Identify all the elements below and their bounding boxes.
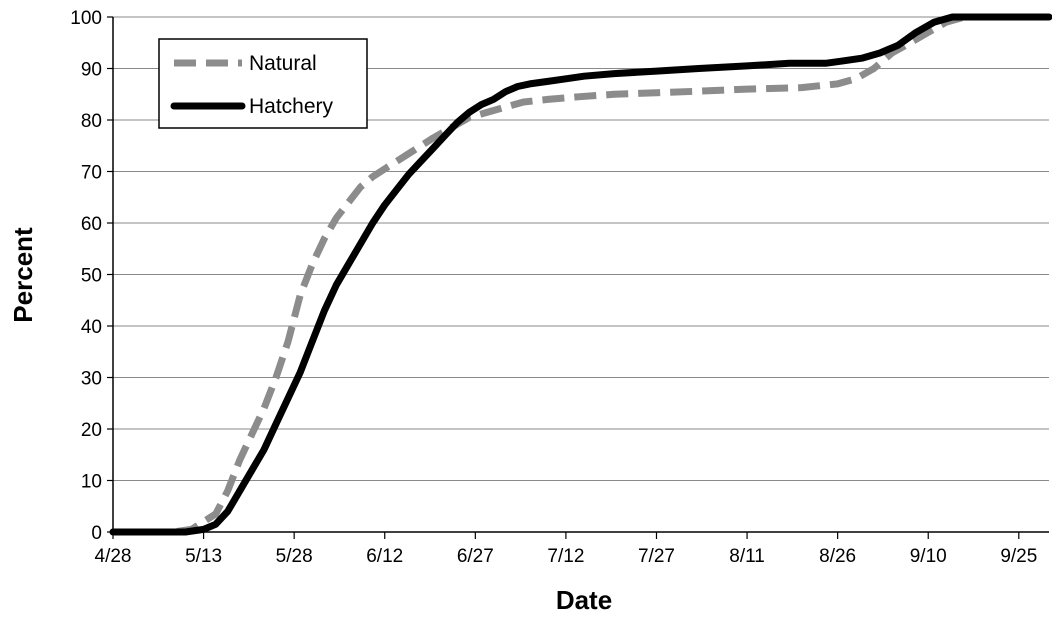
y-tick-label: 50: [81, 266, 102, 287]
x-tick-label: 5/13: [185, 546, 222, 567]
x-tick-label: 9/10: [910, 546, 947, 567]
x-tick-label: 9/25: [1000, 546, 1037, 567]
y-tick-label: 90: [81, 60, 102, 81]
y-axis-title: Percent: [8, 227, 38, 323]
y-tick-label: 40: [81, 317, 102, 338]
y-tick-label: 0: [91, 523, 102, 544]
x-tick-label: 7/27: [638, 546, 675, 567]
axes: [112, 17, 1049, 533]
x-tick-label: 8/26: [819, 546, 856, 567]
series-lines: [109, 13, 1052, 536]
series-line-hatchery: [109, 13, 1052, 536]
x-tick-label: 7/12: [547, 546, 584, 567]
legend-label-hatchery: Hatchery: [249, 95, 334, 118]
gridlines: [113, 16, 1049, 481]
x-tick-label: 5/28: [276, 546, 313, 567]
y-tick-label: 20: [81, 420, 102, 441]
x-tick-label: 6/12: [366, 546, 403, 567]
y-axis-ticks: 0 10 20 30 40 50 60 70 80 90 100: [70, 8, 113, 544]
legend-box: [158, 38, 368, 129]
x-tick-label: 8/11: [729, 546, 765, 567]
x-tick-label: 6/27: [457, 546, 494, 567]
y-tick-label: 80: [81, 111, 102, 132]
y-tick-label: 30: [81, 369, 102, 390]
y-tick-label: 60: [81, 214, 102, 235]
x-axis-ticks: 4/28 5/13 5/28 6/12 6/27 7/12 7/27 8/11 8/26 9/10…: [95, 532, 1037, 567]
y-tick-label: 100: [70, 8, 102, 29]
x-tick-label: 4/28: [95, 546, 132, 567]
legend-label-natural: Natural: [249, 52, 317, 75]
y-tick-label: 10: [81, 472, 102, 493]
series-line-natural: [113, 13, 1049, 536]
y-tick-label: 70: [81, 163, 102, 184]
legend: Natural Hatchery: [158, 38, 368, 129]
x-axis-title: Date: [556, 585, 612, 615]
